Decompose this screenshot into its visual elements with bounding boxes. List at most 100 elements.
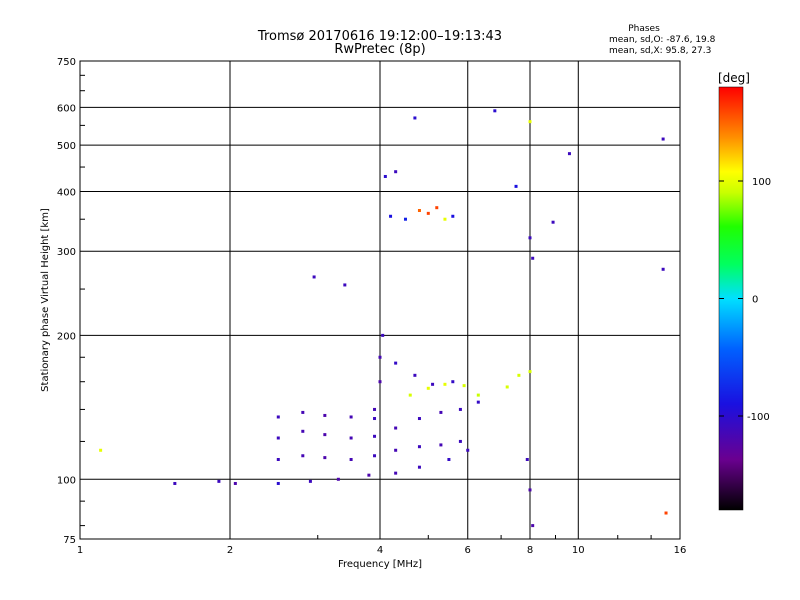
data-point [373,407,377,411]
data-point [301,454,305,458]
data-point [528,370,532,374]
data-point [413,116,417,120]
x-tick-label: 2 [227,545,233,556]
y-axis-label: Stationary phase Virtual Height [km] [40,208,51,392]
x-axis-label: Frequency [MHz] [338,559,422,570]
colorbar-label: [deg] [718,71,750,85]
data-point [426,386,430,390]
plot-frame [79,60,681,540]
data-point [458,439,462,443]
data-point [349,436,353,440]
data-point [426,211,430,215]
data-point [661,137,665,141]
data-point [439,410,443,414]
data-point [528,236,532,240]
data-point [99,448,103,452]
data-point [514,184,518,188]
data-point [394,170,398,174]
data-point [217,479,221,483]
chart-subtitle: RwPretec (8p) [334,42,425,57]
data-point [517,373,521,377]
data-point [443,382,447,386]
y-tick-label: 400 [57,187,76,198]
data-point [466,448,470,452]
data-point [528,120,532,124]
y-tick-label: 600 [57,103,76,114]
data-point [276,436,280,440]
stats-line-o: mean, sd,O: -87.6, 19.8 [609,35,716,45]
data-point [323,433,327,437]
stats-header: Phases [628,24,660,34]
data-point [451,214,455,218]
data-point [408,393,412,397]
colorbar-tick-label: 0 [752,295,758,306]
data-point [373,454,377,458]
y-tick-label: 500 [57,141,76,152]
colorbar-tick-label: 100 [752,177,771,188]
data-point [301,429,305,433]
y-tick-label: 750 [57,57,76,68]
data-point [308,479,312,483]
data-point [233,481,237,485]
data-point [173,481,177,485]
data-point [435,206,439,210]
data-point [403,217,407,221]
colorbar-ticks: 100 0 -100 [719,177,771,423]
data-point [551,220,555,224]
data-point [451,380,455,384]
data-point [378,355,382,359]
data-point [525,457,529,461]
x-tick-labels: 1 2 4 6 8 10 16 [77,545,687,556]
data-point [378,380,382,384]
x-tick-label: 8 [527,545,533,556]
colorbar-tick-label: -100 [747,412,770,423]
data-points [99,109,668,528]
data-point [276,457,280,461]
x-tick-label: 1 [77,545,83,556]
y-tick-label: 200 [57,331,76,342]
data-point [312,275,316,279]
data-point [394,448,398,452]
data-point [493,109,497,113]
data-point [373,417,377,421]
data-point [664,511,668,515]
data-point [531,524,535,528]
data-point [417,209,421,213]
data-point [528,488,532,492]
data-point [276,481,280,485]
data-point [349,457,353,461]
data-point [476,400,480,404]
data-point [431,382,435,386]
data-point [349,415,353,419]
grid-lines [79,60,681,540]
data-point [276,415,280,419]
x-tick-label: 16 [674,545,687,556]
data-point [367,473,371,477]
data-point [373,434,377,438]
data-point [417,445,421,449]
data-point [458,407,462,411]
data-point [417,465,421,469]
data-point [394,471,398,475]
y-tick-label: 300 [57,247,76,258]
data-point [381,333,385,337]
data-point [301,410,305,414]
y-tick-label: 100 [57,475,76,486]
y-tick-labels: 75 100 200 300 400 500 600 750 [57,57,76,546]
data-point [476,393,480,397]
data-point [417,417,421,421]
data-point [661,267,665,271]
data-point [336,477,340,481]
data-point [389,214,393,218]
chart-title: Tromsø 20170616 19:12:00–19:13:43 [257,29,502,44]
x-tick-label: 4 [377,545,383,556]
x-tick-label: 10 [572,545,585,556]
data-point [439,443,443,447]
data-point [394,426,398,430]
data-point [567,152,571,156]
data-point [383,174,387,178]
data-point [462,384,466,388]
stats-line-x: mean, sd,X: 95.8, 27.3 [609,46,711,56]
x-tick-label: 6 [465,545,471,556]
